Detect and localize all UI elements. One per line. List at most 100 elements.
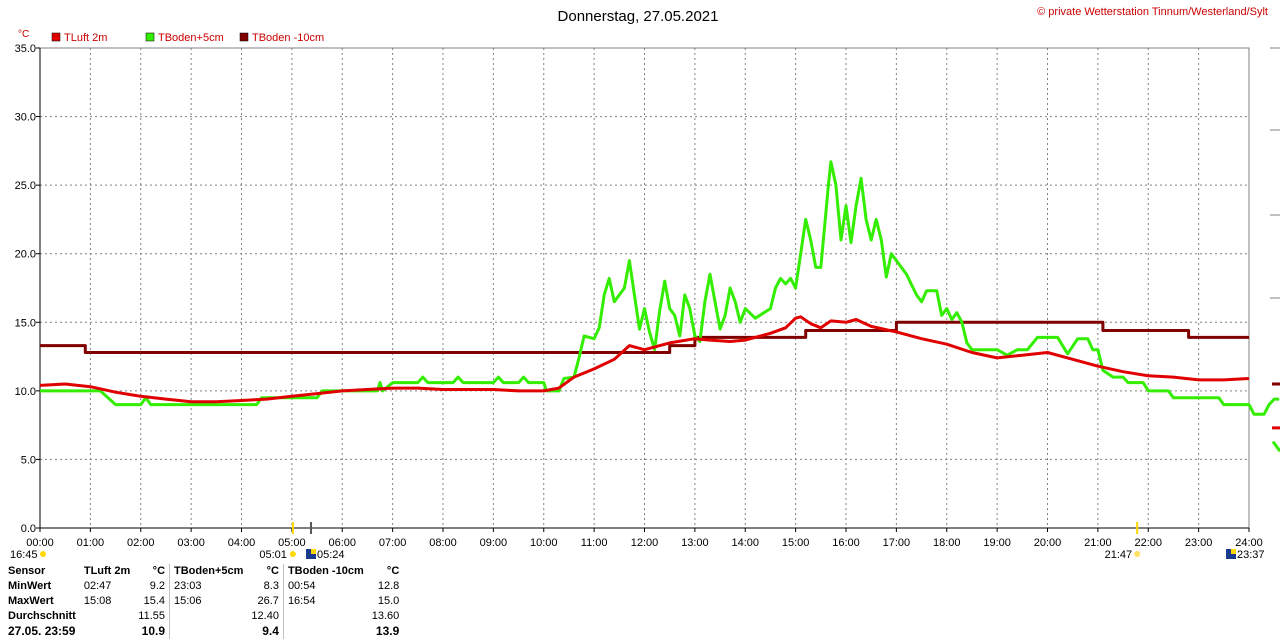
stats-time: 16:54 [282, 594, 368, 609]
x-tick-label: 21:00 [1084, 537, 1112, 549]
stats-time: 15:08 [83, 595, 112, 607]
stats-header-row: Sensor TLuft 2m °C TBoden+5cm °C TBoden … [4, 564, 403, 579]
stats-value: 15.4 [143, 595, 166, 607]
stats-value: 11.55 [138, 610, 166, 622]
legend-label: TBoden+5cm [158, 32, 224, 44]
series-line-tboden-10cm [40, 320, 1249, 354]
stats-value: 8.3 [263, 580, 279, 592]
legend-swatch [239, 32, 249, 42]
y-tick-label: 0.0 [21, 523, 36, 535]
stats-header-tboden10: TBoden -10cm [282, 564, 368, 579]
stats-value: 13.60 [371, 610, 400, 622]
stats-header-unit: °C [266, 565, 279, 577]
x-tick-label: 23:00 [1185, 537, 1213, 549]
x-tick-label: 08:00 [429, 537, 457, 549]
stats-time [169, 609, 248, 624]
y-tick-label: 20.0 [15, 249, 36, 261]
x-tick-label: 13:00 [681, 537, 709, 549]
series-lines [39, 160, 1280, 416]
stats-value: 26.7 [257, 595, 279, 607]
stats-header-tboden5: TBoden+5cm [169, 564, 248, 579]
stats-header-unit: °C [152, 565, 166, 577]
stats-value: 12.40 [251, 610, 279, 622]
stats-row-label: MaxWert [8, 595, 54, 607]
stats-time [282, 609, 368, 624]
stats-time: 23:03 [169, 579, 248, 594]
legend: TLuft 2m TBoden+5cm TBoden -10cm [51, 32, 324, 44]
x-tick-label: 18:00 [933, 537, 961, 549]
stats-time: 02:47 [83, 580, 112, 592]
stats-time [80, 609, 134, 624]
stats-header-unit: °C [386, 565, 400, 577]
x-tick-label: 14:00 [731, 537, 759, 549]
x-tick-label: 06:00 [328, 537, 356, 549]
stats-value: 9.4 [262, 624, 279, 638]
stats-header-tluft: TLuft 2m [83, 565, 131, 577]
legend-label: TBoden -10cm [252, 32, 324, 44]
x-tick-label: 03:00 [177, 537, 205, 549]
y-tick-label: 10.0 [15, 386, 36, 398]
sun-marker [1134, 551, 1141, 557]
x-tick-label: 17:00 [883, 537, 911, 549]
x-tick-label: 10:00 [530, 537, 558, 549]
y-tick-label: 25.0 [15, 180, 36, 192]
x-tick-label: 15:00 [782, 537, 810, 549]
sun-time-label: 05:24 [317, 549, 345, 561]
axes: 0.0 5.0 10.0 15.0 20.0 25.0 30.0 35.0 00:00 01:00… [15, 43, 1263, 549]
x-tick-label: 24:00 [1235, 537, 1263, 549]
legend-swatch [51, 32, 61, 42]
y-axis-unit: °C [18, 29, 29, 40]
y-tick-label: 15.0 [15, 317, 36, 329]
x-tick-label: 19:00 [983, 537, 1011, 549]
y-tick-label: 30.0 [15, 112, 36, 124]
x-tick-label: 09:00 [480, 537, 508, 549]
stats-table: Sensor TLuft 2m °C TBoden+5cm °C TBoden … [4, 564, 403, 639]
x-tick-label: 07:00 [379, 537, 407, 549]
x-tick-label: 16:00 [832, 537, 860, 549]
stats-value: 15.0 [377, 595, 400, 607]
stats-row-max: MaxWert 15:08 15.4 15:06 26.7 16:54 15.0 [4, 594, 403, 609]
stats-value: 10.9 [141, 624, 166, 638]
y-tick-label: 5.0 [21, 454, 36, 466]
copyright-text: © private Wetterstation Tinnum/Westerlan… [1037, 6, 1268, 18]
temperature-chart: Donnerstag, 27.05.2021 © private Wetters… [10, 6, 1280, 561]
chart-title: Donnerstag, 27.05.2021 [558, 8, 719, 25]
sun-time-label: 23:37 [1237, 549, 1265, 561]
moon-marker [311, 549, 317, 554]
sun-time-label: 21:47 [1105, 549, 1133, 561]
sun-time-label: 16:45 [10, 549, 38, 561]
stats-empty [169, 624, 248, 639]
x-tick-label: 05:00 [278, 537, 306, 549]
right-marker [1271, 440, 1280, 453]
x-tick-label: 00:00 [26, 537, 54, 549]
stats-value: 13.9 [375, 624, 400, 638]
x-tick-label: 12:00 [631, 537, 659, 549]
sun-time-label: 05:01 [259, 549, 287, 561]
stats-row-label: Durchschnitt [8, 610, 76, 622]
sun-marker [40, 551, 46, 557]
stats-value: 9.2 [149, 580, 166, 592]
moon-marker [1231, 549, 1236, 554]
grid [39, 47, 1250, 529]
series-line-tboden-5cm [40, 160, 1280, 416]
legend-swatch [145, 32, 155, 42]
y-tick-label: 35.0 [15, 43, 36, 55]
x-tick-label: 20:00 [1034, 537, 1062, 549]
series-line-tluft-2m [39, 315, 1250, 404]
stats-row-avg: Durchschnitt 11.55 12.40 13.60 [4, 609, 403, 624]
stats-value: 12.8 [377, 580, 400, 592]
sun-markers: 16:45 05:01 05:24 21:47 23:37 [10, 522, 1265, 561]
x-tick-label: 02:00 [127, 537, 155, 549]
right-side-markers [1270, 47, 1280, 453]
x-tick-label: 04:00 [228, 537, 256, 549]
x-tick-label: 11:00 [581, 537, 608, 549]
stats-time: 00:54 [282, 579, 368, 594]
stats-current-label: 27.05. 23:59 [8, 624, 76, 638]
x-tick-label: 22:00 [1134, 537, 1162, 549]
legend-label: TLuft 2m [64, 32, 107, 44]
stats-row-min: MinWert 02:47 9.2 23:03 8.3 00:54 12.8 [4, 579, 403, 594]
stats-time: 15:06 [169, 594, 248, 609]
x-tick-label: 01:00 [77, 537, 105, 549]
sun-marker [289, 551, 296, 557]
stats-header-sensor: Sensor [8, 565, 46, 577]
